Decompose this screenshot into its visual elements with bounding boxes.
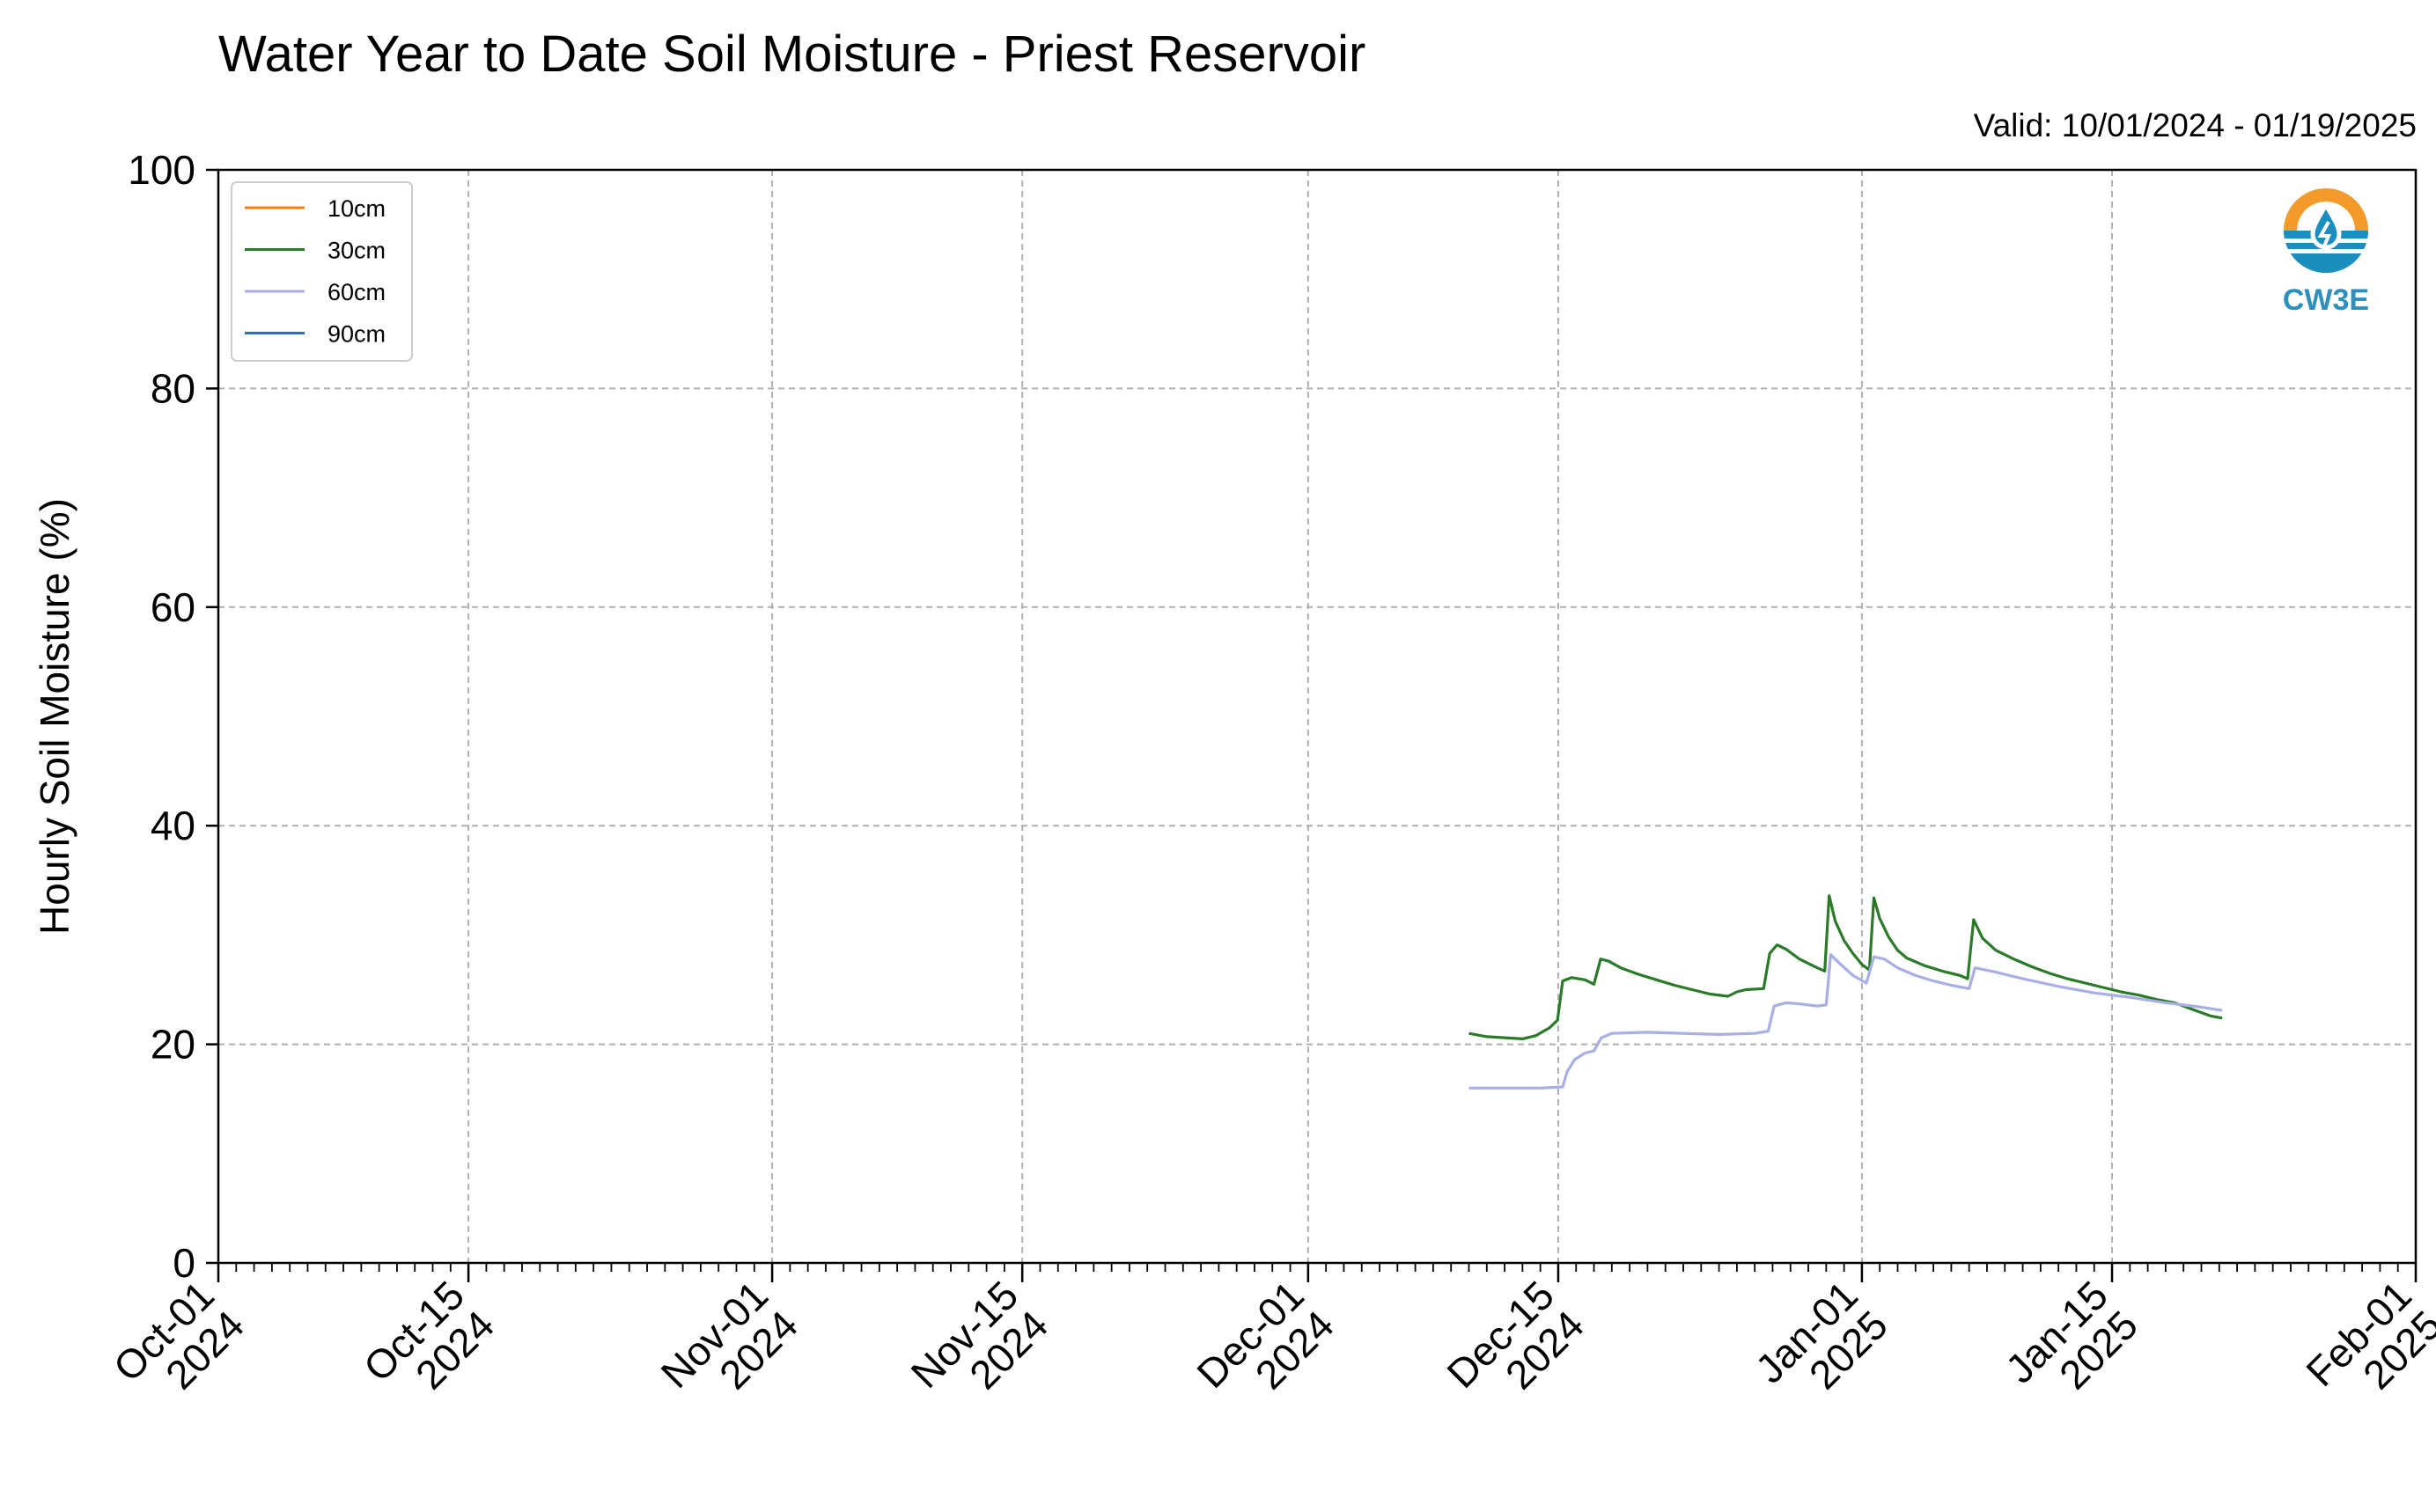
legend-label-90cm: 90cm [327,321,386,348]
chart-title: Water Year to Date Soil Moisture - Pries… [218,26,1366,83]
legend-label-60cm: 60cm [327,279,386,305]
y-tick-label: 100 [128,147,195,193]
y-axis-label: Hourly Soil Moisture (%) [32,498,77,935]
plot-frame [217,168,2418,1265]
water-drop-logo-icon [2284,188,2368,273]
logo-text: CW3E [2283,283,2369,317]
y-tick-label: 80 [151,365,195,411]
legend-box [231,181,413,362]
legend-label-10cm: 10cm [327,195,386,222]
series-line-30cm [1468,894,2223,1040]
y-tick-label: 40 [151,803,195,848]
y-tick-label: 0 [173,1240,195,1286]
grid-layer [218,170,2416,1263]
y-tick-label: 20 [151,1022,195,1068]
cw3e-logo: CW3E [2283,188,2369,317]
series-layer [1468,894,2223,1090]
legend: 10cm 30cm 60cm 90cm [231,181,413,362]
series-line-60cm [1468,953,2223,1090]
legend-label-30cm: 30cm [327,238,386,264]
y-tick-label: 60 [151,584,195,630]
valid-date-range: Valid: 10/01/2024 - 01/19/2025 [1973,107,2417,143]
